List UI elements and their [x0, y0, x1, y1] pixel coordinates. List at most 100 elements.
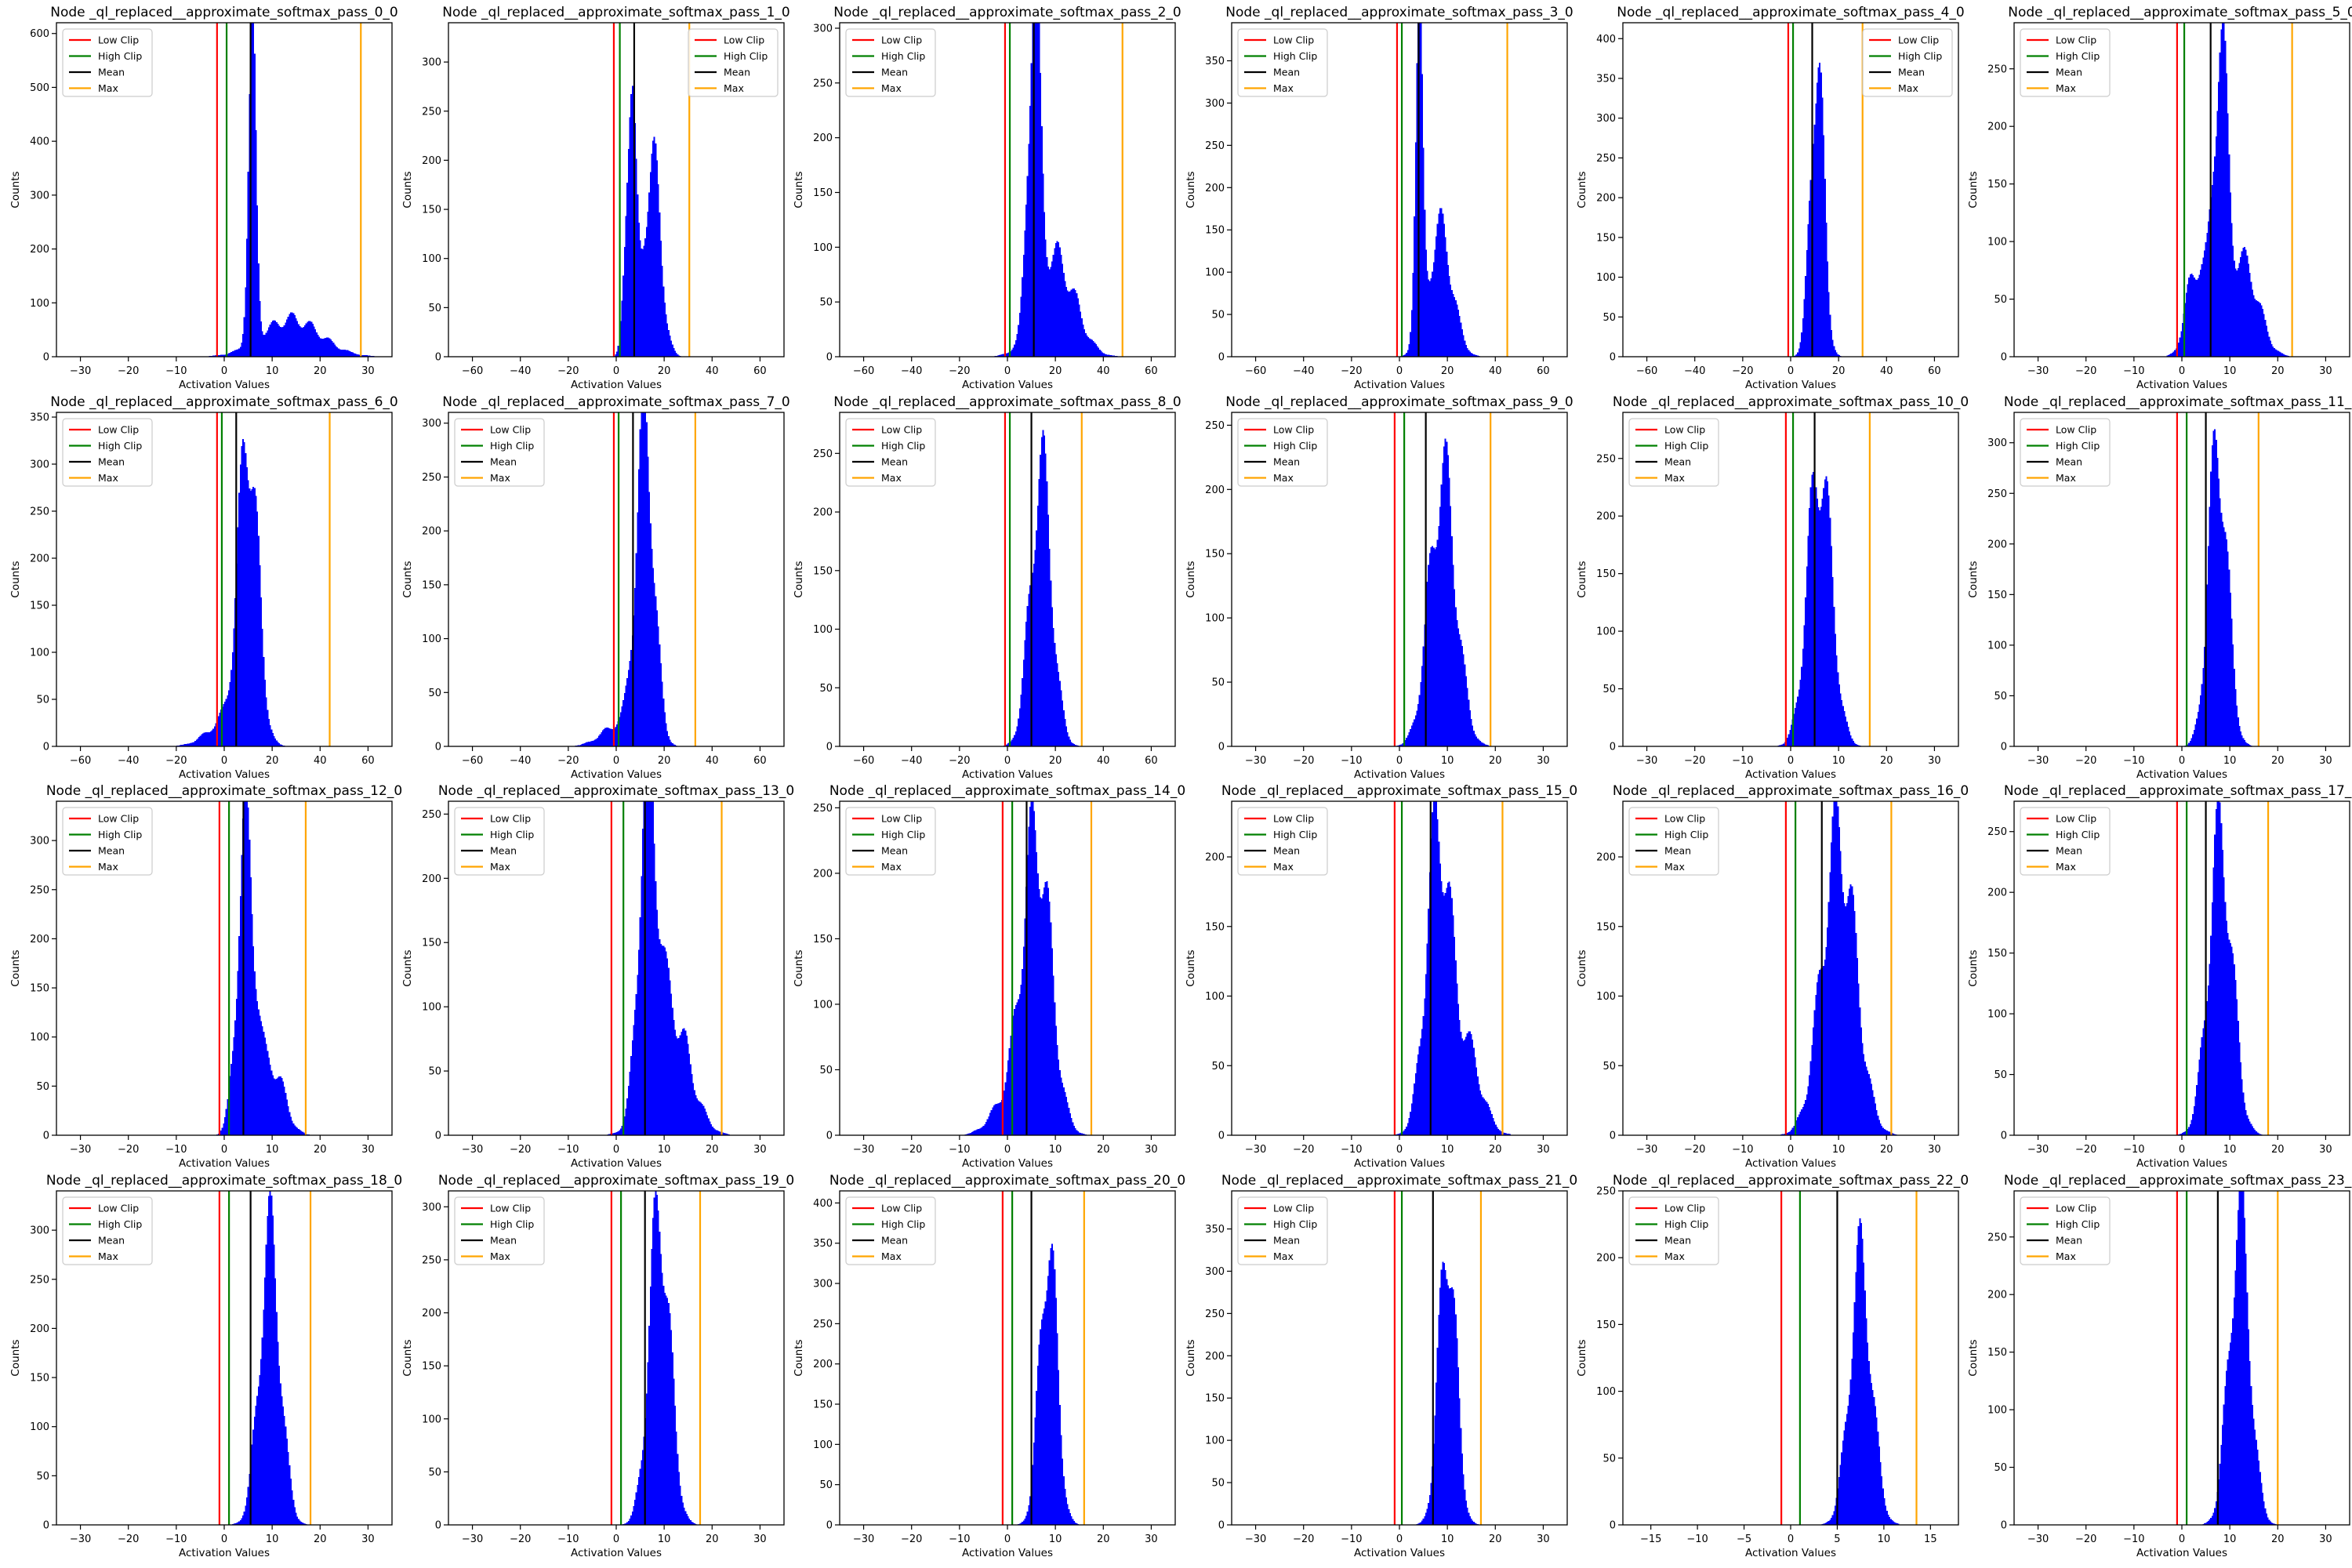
y-tick-label: 400	[30, 136, 49, 148]
y-tick-label: 200	[1205, 183, 1225, 194]
histogram-bar	[231, 1051, 234, 1135]
histogram-bar	[1871, 1090, 1874, 1135]
x-tick-label: −10	[2123, 1144, 2144, 1156]
y-tick-label: 250	[813, 803, 833, 815]
histogram-bar	[1468, 710, 1471, 746]
histogram-bar	[267, 327, 270, 357]
histogram-bar	[1404, 354, 1406, 357]
histogram-bar	[1406, 350, 1409, 357]
histogram-bar	[1064, 719, 1066, 746]
histogram-bar	[1458, 1020, 1461, 1135]
histogram-bar	[2247, 263, 2249, 357]
histogram-bar	[1054, 1025, 1057, 1135]
histogram-bar	[709, 1121, 711, 1135]
histogram-bar	[2211, 902, 2213, 1135]
histogram-bar	[281, 1077, 283, 1135]
histogram-bar	[623, 693, 626, 746]
histogram-bar	[1408, 343, 1410, 357]
y-tick-label: 100	[1596, 272, 1616, 284]
histogram-bar	[1817, 974, 1820, 1135]
y-tick-label: 250	[813, 448, 833, 460]
histogram-bar	[1497, 1128, 1500, 1135]
histogram-bar	[629, 661, 631, 746]
legend-item-high-clip-label: High Clip	[490, 440, 534, 452]
histogram-bar	[1484, 744, 1486, 746]
histogram-bar	[1783, 743, 1785, 746]
x-tick-label: −10	[557, 1534, 579, 1545]
histogram-bar	[296, 1516, 299, 1525]
legend-item-low-clip-label: Low Clip	[490, 1203, 531, 1214]
x-tick-label: 20	[266, 755, 279, 767]
histogram-bar	[241, 855, 243, 1135]
y-tick-label: 100	[30, 298, 49, 310]
histogram-bar	[1032, 801, 1034, 1135]
x-tick-label: −40	[510, 755, 531, 767]
histogram-bar	[209, 731, 211, 746]
histogram-bar	[2240, 256, 2242, 357]
histogram-bar	[1466, 1508, 1468, 1525]
x-tick-label: 0	[1788, 755, 1794, 767]
histogram-bar	[2227, 1359, 2229, 1525]
histogram-bar	[1032, 1465, 1034, 1525]
histogram-bar	[1500, 1131, 1502, 1135]
histogram-bar	[613, 1132, 615, 1135]
y-tick-label: 200	[30, 1323, 49, 1335]
histogram-bar	[1443, 895, 1445, 1135]
y-tick-label: 100	[1987, 1009, 2007, 1021]
histogram-bar	[626, 1098, 629, 1135]
histogram-bar	[1838, 355, 1840, 357]
histogram-bar	[2227, 932, 2229, 1135]
x-axis-label: Activation Values	[571, 1157, 662, 1170]
x-tick-label: 10	[1878, 1534, 1891, 1545]
histogram-bar	[259, 565, 261, 746]
histogram-bar	[643, 245, 645, 357]
histogram-bar	[2184, 1131, 2187, 1135]
histogram-bar	[279, 744, 281, 746]
histogram-bar	[193, 742, 195, 746]
legend-item-mean-label: Mean	[98, 845, 125, 857]
x-tick-label: 0	[1788, 1144, 1794, 1156]
histogram-bar	[1418, 23, 1421, 357]
histogram-bar	[180, 745, 183, 746]
histogram-bar	[1078, 1132, 1080, 1135]
histogram-bar	[224, 701, 226, 746]
histogram-bar	[1867, 1074, 1870, 1135]
histogram-bar	[1882, 1127, 1884, 1135]
subplot-title: Node _ql_replaced__approximate_softmax_p…	[438, 1173, 794, 1189]
histogram-bar	[189, 743, 191, 746]
histogram-bar	[2200, 270, 2202, 357]
histogram-bar	[661, 681, 663, 746]
histogram-bar	[1044, 453, 1047, 746]
y-tick-label: 150	[813, 934, 833, 946]
y-tick-label: 150	[30, 601, 49, 612]
histogram-bar	[264, 1037, 267, 1135]
x-axis-label: Activation Values	[1354, 379, 1445, 391]
histogram-bar	[245, 1497, 248, 1525]
histogram-bar	[1014, 344, 1016, 357]
histogram-bar	[237, 971, 239, 1135]
legend-item-mean-label: Mean	[1273, 67, 1300, 78]
histogram-bar	[1074, 1128, 1076, 1135]
histogram-bar	[583, 743, 585, 746]
histogram-bar	[656, 909, 659, 1135]
y-axis-label: Counts	[401, 171, 414, 208]
x-axis-label: Activation Values	[179, 768, 270, 781]
histogram-bar	[213, 355, 216, 357]
x-tick-label: −20	[2075, 1144, 2096, 1156]
histogram-bar	[2215, 808, 2217, 1135]
x-tick-label: 10	[1441, 1144, 1454, 1156]
x-axis-label: Activation Values	[962, 768, 1053, 781]
histogram-bar	[229, 352, 231, 357]
histogram-bar	[2203, 1020, 2205, 1135]
histogram-bar	[321, 338, 323, 357]
subplot-title: Node _ql_replaced__approximate_softmax_p…	[833, 394, 1181, 410]
histogram-bar	[301, 1131, 303, 1135]
histogram-bar	[652, 801, 655, 1135]
x-tick-label: 10	[1832, 1144, 1846, 1156]
histogram-bar	[1859, 1007, 1861, 1135]
y-tick-label: 200	[1987, 1290, 2007, 1301]
histogram-bar	[1002, 354, 1004, 357]
histogram-bar	[229, 682, 231, 746]
y-tick-label: 50	[1602, 684, 1616, 695]
